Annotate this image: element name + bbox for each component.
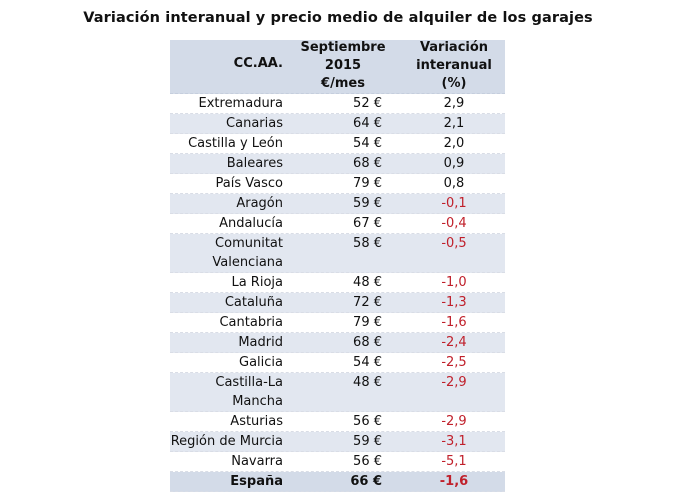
table-row: Región de Murcia 59 € -3,1	[170, 432, 505, 452]
region-cell: Castilla-La Mancha	[215, 375, 283, 409]
price-cell: 48 €	[353, 275, 382, 290]
price-cell: 79 €	[353, 176, 382, 191]
region-cell: Región de Murcia	[170, 434, 283, 449]
variation-cell: -2,9	[441, 414, 467, 429]
table-row: Aragón 59 € -0,1	[170, 194, 505, 214]
region-cell: Castilla y León	[188, 136, 283, 151]
region-cell: Madrid	[238, 335, 283, 350]
variation-cell: -0,1	[441, 196, 467, 211]
variation-cell: -1,6	[441, 315, 467, 330]
table-row: Andalucía 67 € -0,4	[170, 214, 505, 234]
region-cell: Cataluña	[224, 295, 283, 310]
variation-cell: -3,1	[441, 434, 467, 449]
price-cell: 68 €	[353, 335, 382, 350]
table-row: Cantabria 79 € -1,6	[170, 313, 505, 333]
price-cell: 67 €	[353, 216, 382, 231]
rental-price-table: CC.AA. Septiembre 2015 €/mes Variación i…	[170, 40, 505, 492]
variation-cell: -2,5	[441, 355, 467, 370]
region-cell: Extremadura	[198, 96, 284, 111]
variation-cell: 2,1	[443, 116, 465, 131]
variation-cell: 0,9	[443, 156, 465, 171]
variation-cell: -0,4	[441, 216, 467, 231]
variation-cell: 2,9	[443, 96, 465, 111]
table-row: Madrid 68 € -2,4	[170, 333, 505, 353]
variation-cell: -5,1	[441, 454, 467, 469]
region-cell: Andalucía	[219, 216, 283, 231]
table-row: Comunitat Valenciana 58 € -0,5	[170, 234, 505, 273]
region-cell: Galicia	[239, 355, 283, 370]
price-cell: 72 €	[353, 295, 382, 310]
price-cell: 59 €	[353, 196, 382, 211]
price-cell: 79 €	[353, 315, 382, 330]
price-cell: 59 €	[353, 434, 382, 449]
price-cell: 54 €	[353, 355, 382, 370]
table-header-row: CC.AA. Septiembre 2015 €/mes Variación i…	[170, 40, 505, 94]
region-cell: Baleares	[226, 156, 283, 171]
header-region: CC.AA.	[233, 56, 283, 71]
variation-cell: -1,0	[441, 275, 467, 290]
table-row: Baleares 68 € 0,9	[170, 154, 505, 174]
price-cell: 64 €	[353, 116, 382, 131]
region-cell: Canarias	[226, 116, 283, 131]
table-row: Galicia 54 € -2,5	[170, 353, 505, 373]
price-cell: 68 €	[353, 156, 382, 171]
variation-cell: -2,4	[441, 335, 467, 350]
table-row: Castilla y León 54 € 2,0	[170, 134, 505, 154]
region-cell: La Rioja	[231, 275, 283, 290]
table-row: Asturias 56 € -2,9	[170, 412, 505, 432]
table-row: Extremadura 52 € 2,9	[170, 94, 505, 114]
table-title: Variación interanual y precio medio de a…	[83, 10, 593, 26]
variation-cell: -0,5	[441, 236, 467, 251]
variation-cell: -1,3	[441, 295, 467, 310]
region-cell: Cantabria	[219, 315, 283, 330]
table-row: País Vasco 79 € 0,8	[170, 174, 505, 194]
table-row: Canarias 64 € 2,1	[170, 114, 505, 134]
price-cell: 54 €	[353, 136, 382, 151]
table-row: Navarra 56 € -5,1	[170, 452, 505, 472]
table-total-row: España 66 € -1,6	[170, 472, 505, 492]
table-row: Castilla-La Mancha 48 € -2,9	[170, 373, 505, 412]
region-cell: Navarra	[231, 454, 283, 469]
region-cell: Comunitat Valenciana	[212, 236, 283, 270]
price-cell: 56 €	[353, 454, 382, 469]
price-cell: 58 €	[353, 236, 382, 251]
variation-cell: 2,0	[443, 136, 465, 151]
region-cell: País Vasco	[215, 176, 283, 191]
table-row: Cataluña 72 € -1,3	[170, 293, 505, 313]
header-price: Septiembre 2015 €/mes	[300, 40, 386, 91]
price-cell: 48 €	[353, 375, 382, 390]
variation-cell: -2,9	[441, 375, 467, 390]
region-cell: Asturias	[230, 414, 283, 429]
price-cell: 56 €	[353, 414, 382, 429]
price-cell: 52 €	[353, 96, 382, 111]
header-variation: Variación interanual (%)	[416, 40, 492, 91]
table-row: La Rioja 48 € -1,0	[170, 273, 505, 293]
region-cell: Aragón	[236, 196, 283, 211]
variation-cell: 0,8	[443, 176, 465, 191]
